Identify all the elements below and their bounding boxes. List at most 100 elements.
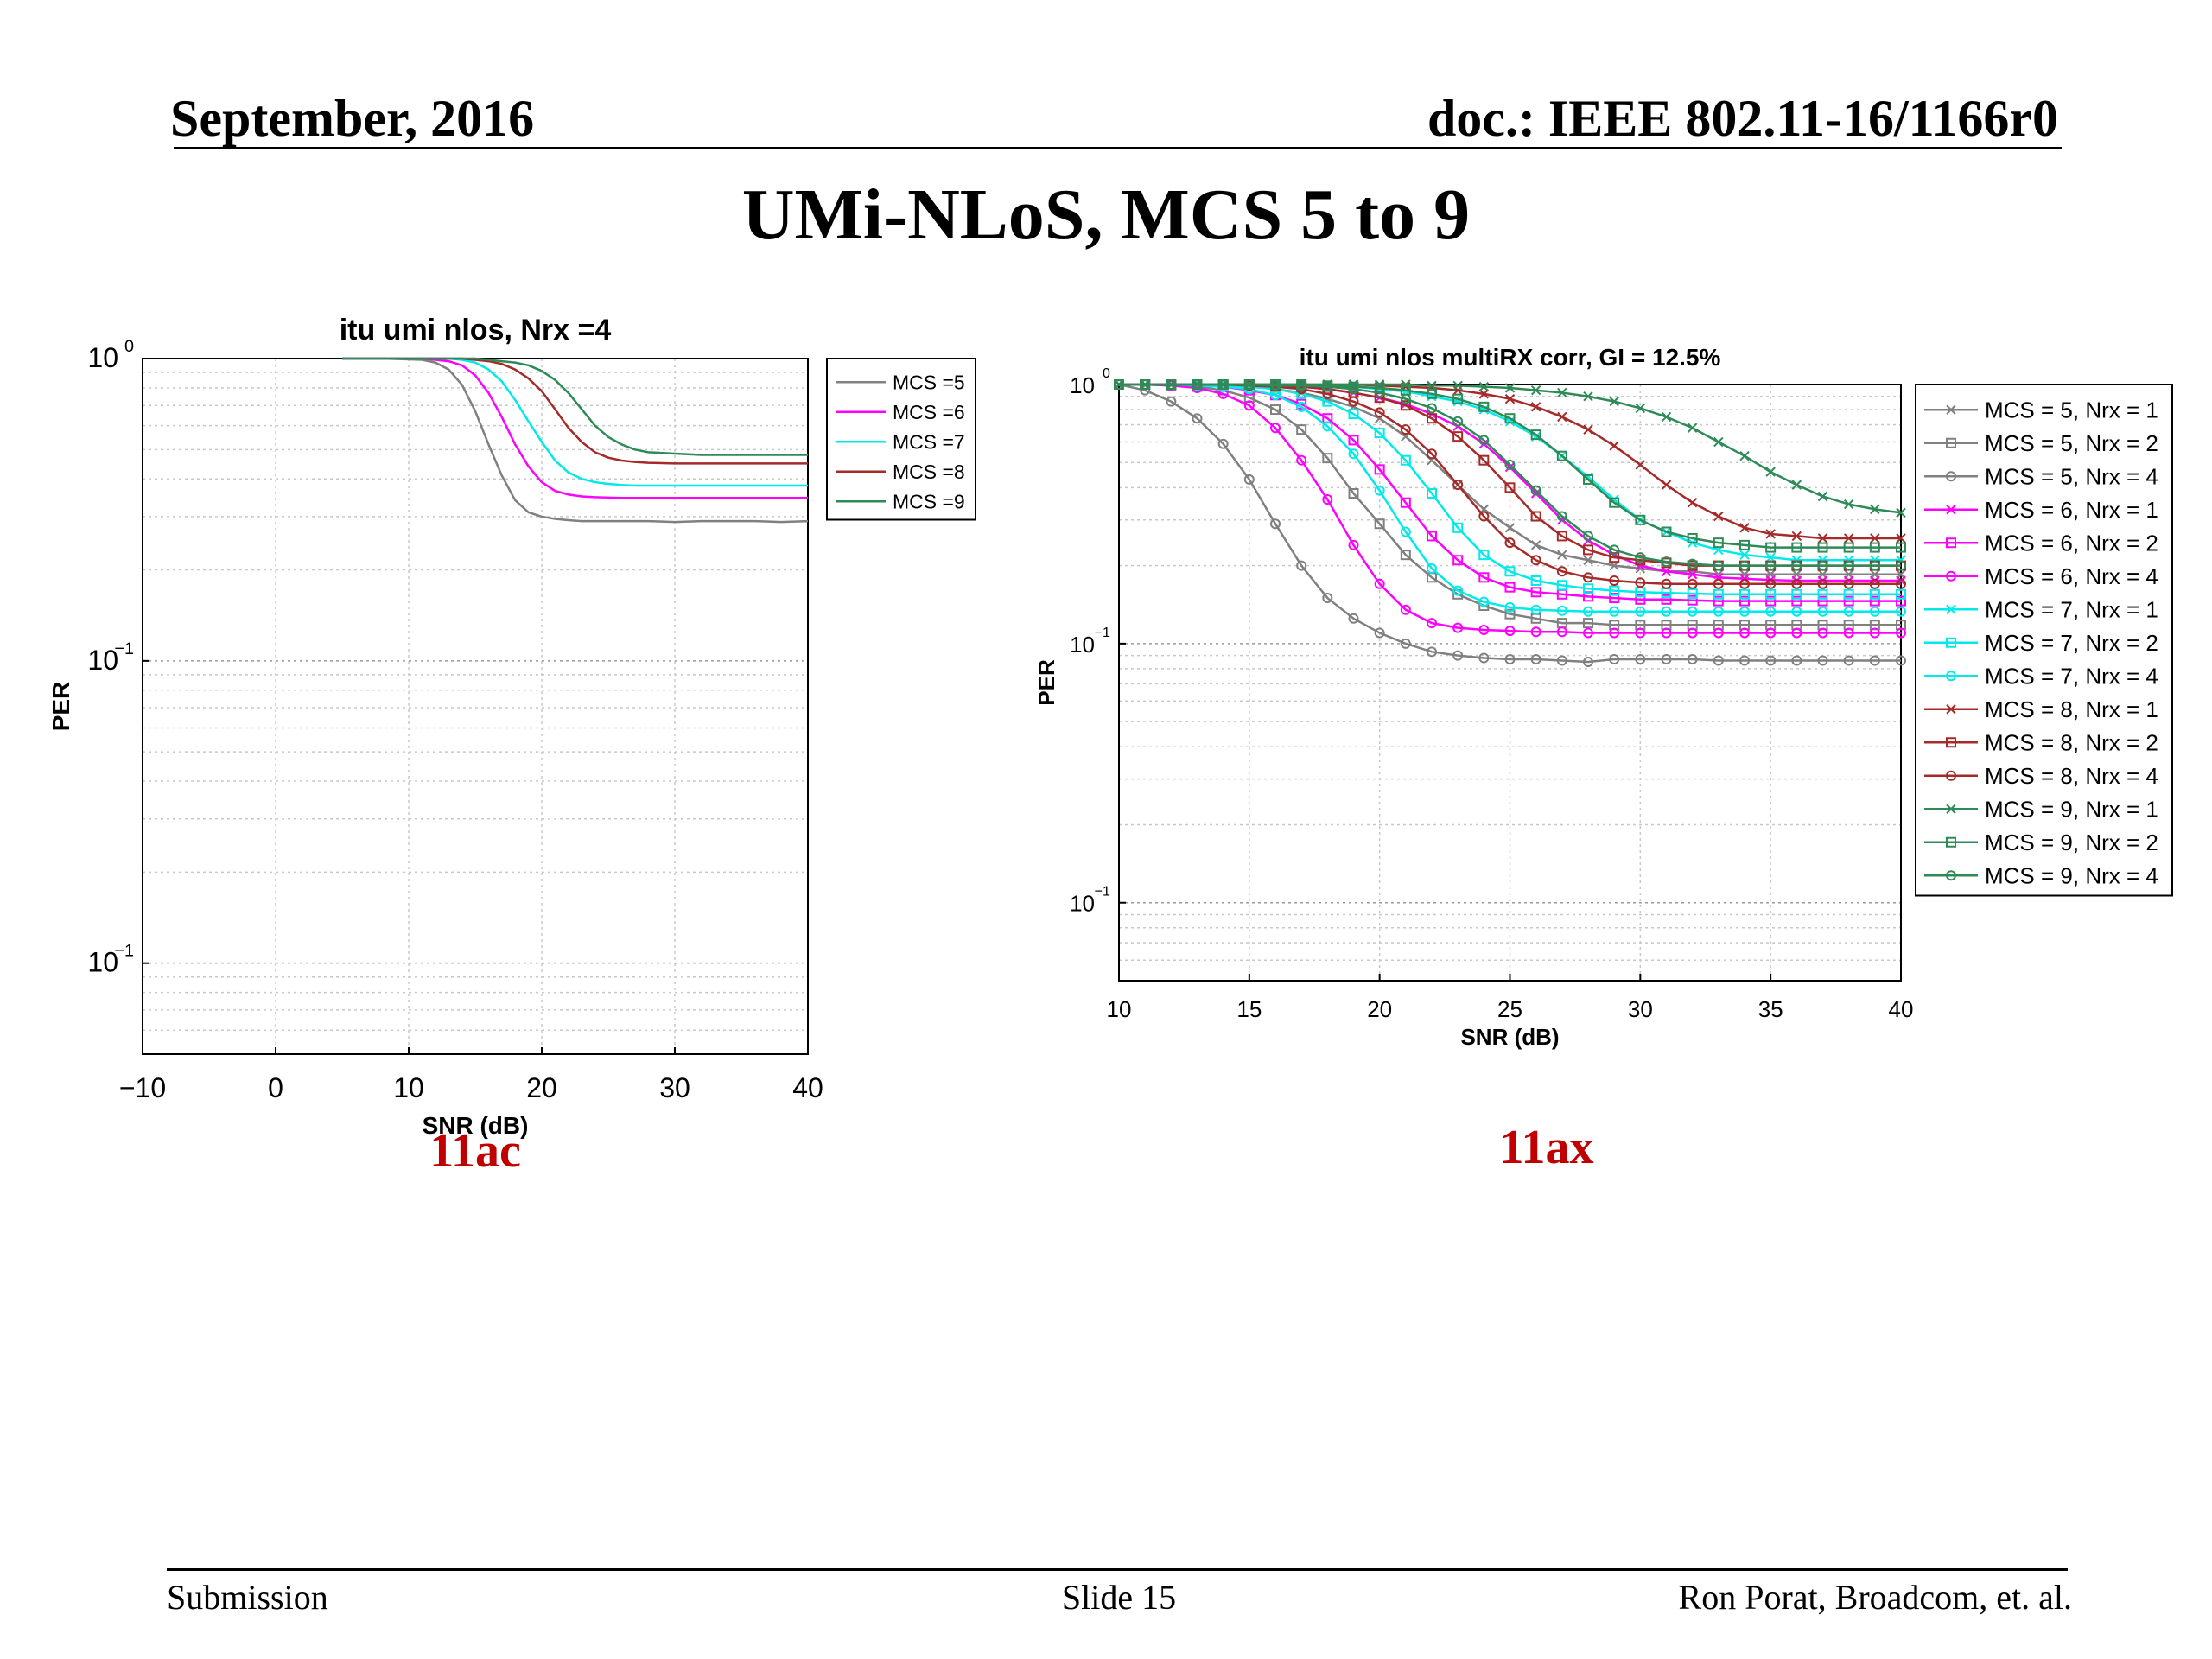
data-point-marker (1765, 578, 1777, 589)
data-point-marker (1556, 605, 1567, 616)
data-point-marker (1765, 595, 1777, 607)
data-point-marker (1843, 627, 1854, 639)
data-point-marker (1400, 400, 1411, 411)
data-point-marker (1243, 379, 1255, 390)
data-point-marker (1504, 582, 1516, 593)
data-point-marker (1427, 646, 1437, 658)
data-point-marker (1427, 488, 1437, 499)
footer-slide-number: Slide 15 (1061, 1578, 1177, 1617)
data-point-marker (1609, 627, 1620, 639)
x-tick-label: 15 (1236, 996, 1262, 1022)
header-date: September, 2016 (170, 90, 535, 147)
data-point-marker (1869, 627, 1880, 639)
series-line (342, 357, 809, 524)
y-tick-label: 10 (1070, 891, 1095, 917)
data-point-marker (1504, 523, 1516, 533)
data-point-marker (1583, 472, 1593, 482)
data-point-marker (1557, 387, 1567, 398)
data-point-marker (1530, 485, 1541, 496)
data-point-marker (1791, 588, 1802, 600)
data-point-marker (1530, 626, 1541, 638)
data-point-marker (1687, 498, 1698, 508)
data-point-marker (1322, 494, 1333, 505)
data-point-marker (1661, 606, 1672, 617)
data-point-marker (1296, 560, 1307, 571)
data-point-marker (1896, 606, 1906, 617)
data-point-marker (1946, 570, 1956, 582)
data-point-marker (1478, 454, 1490, 466)
x-tick-label: 0 (268, 1072, 283, 1103)
data-point-marker (1556, 580, 1567, 591)
data-point-marker (1946, 505, 1956, 515)
data-point-marker (1713, 655, 1724, 666)
data-point-marker (1270, 423, 1281, 434)
data-point-marker (1739, 627, 1750, 639)
data-point-marker (1869, 578, 1880, 589)
legend-box (826, 358, 976, 521)
data-point-marker (1635, 654, 1646, 665)
data-point-marker (1791, 578, 1802, 589)
data-point-marker (1713, 537, 1724, 549)
data-point-marker (1791, 531, 1802, 542)
data-point-marker (1609, 575, 1620, 586)
x-tick-label: 35 (1758, 996, 1783, 1022)
data-point-marker (1530, 511, 1541, 522)
data-point-marker (1661, 627, 1672, 639)
data-point-marker (1896, 578, 1906, 589)
x-axis-label: SNR (dB) (423, 1112, 529, 1139)
data-point-marker (1661, 654, 1672, 665)
y-tick-exponent: −1 (1095, 625, 1110, 640)
data-point-marker (1530, 555, 1541, 566)
legend-entry: MCS = 6, Nrx = 2 (1985, 531, 2158, 556)
data-point-marker (1504, 383, 1516, 393)
data-point-marker (1400, 454, 1411, 466)
data-point-marker (1557, 411, 1567, 423)
data-point-marker (1374, 578, 1385, 589)
data-point-marker (1374, 387, 1385, 398)
x-tick-label: 20 (1367, 996, 1392, 1022)
data-point-marker (1791, 560, 1802, 571)
x-tick-label: 10 (1107, 996, 1132, 1022)
data-point-marker (1687, 532, 1698, 543)
data-point-marker (1843, 578, 1854, 589)
data-point-marker (1635, 627, 1646, 639)
legend-entry: MCS = 5, Nrx = 2 (1985, 430, 2158, 456)
legend-box (1915, 384, 2173, 897)
data-point-marker (1739, 606, 1750, 617)
data-point-marker (1765, 560, 1777, 571)
data-point-marker (1635, 552, 1646, 563)
data-point-marker (1635, 460, 1646, 470)
data-point-marker (1452, 393, 1464, 404)
data-point-marker (1322, 381, 1333, 392)
data-point-marker (1192, 379, 1203, 390)
data-point-marker (1713, 511, 1724, 522)
data-point-marker (1817, 578, 1828, 589)
data-point-marker (1530, 488, 1541, 499)
data-point-marker (1400, 604, 1411, 615)
data-point-marker (1609, 544, 1620, 556)
data-point-marker (1583, 424, 1593, 435)
data-point-marker (1896, 655, 1906, 666)
data-point-marker (1661, 556, 1672, 568)
data-point-marker (1504, 461, 1516, 473)
data-point-marker (1504, 601, 1516, 613)
data-point-marker (1946, 737, 1956, 748)
data-point-marker (1504, 626, 1516, 637)
data-point-marker (1583, 618, 1593, 629)
data-point-marker (1896, 560, 1906, 571)
data-point-marker (1870, 533, 1880, 543)
data-point-marker (1869, 542, 1880, 553)
data-point-marker (1635, 587, 1646, 598)
data-point-marker (1946, 471, 1956, 482)
x-tick-label: 10 (393, 1072, 424, 1103)
data-point-marker (1661, 566, 1672, 576)
data-point-marker (1140, 379, 1151, 390)
data-point-marker (1817, 588, 1828, 600)
data-point-marker (1739, 450, 1750, 461)
data-point-marker (1896, 595, 1906, 607)
series-line (1119, 383, 1901, 634)
data-point-marker (1609, 593, 1620, 604)
data-point-marker (1166, 396, 1177, 407)
data-point-marker (1478, 401, 1490, 412)
data-point-marker (1504, 608, 1516, 620)
